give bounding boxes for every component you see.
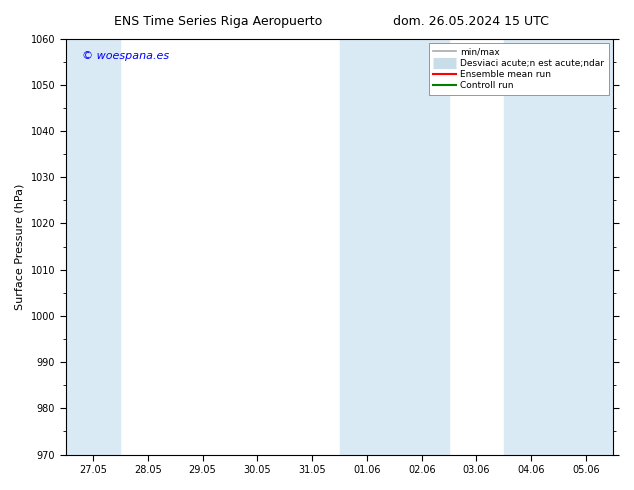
Text: © woespana.es: © woespana.es (82, 51, 169, 61)
Bar (65, 39, 120, 455)
Bar (340, 39, 449, 455)
Text: ENS Time Series Riga Aeropuerto: ENS Time Series Riga Aeropuerto (114, 15, 322, 28)
Text: dom. 26.05.2024 15 UTC: dom. 26.05.2024 15 UTC (393, 15, 549, 28)
Bar (504, 39, 614, 455)
Legend: min/max, Desviaci acute;n est acute;ndar, Ensemble mean run, Controll run: min/max, Desviaci acute;n est acute;ndar… (429, 43, 609, 95)
Y-axis label: Surface Pressure (hPa): Surface Pressure (hPa) (15, 183, 25, 310)
